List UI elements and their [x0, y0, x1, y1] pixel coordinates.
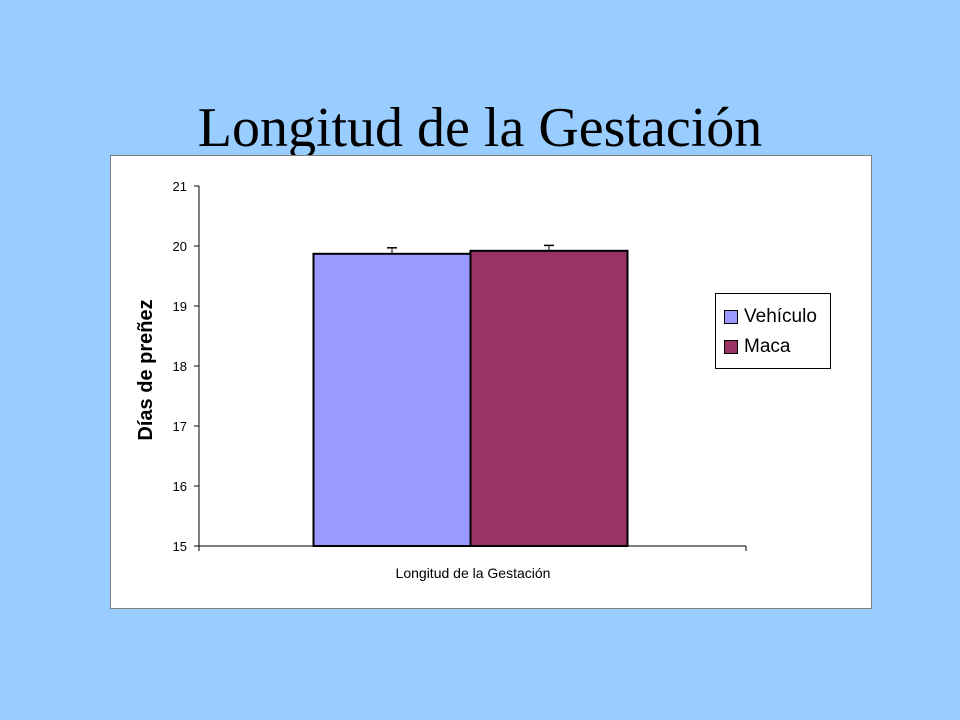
slide-title: Longitud de la Gestación	[197, 97, 763, 159]
y-tick-label: 16	[173, 479, 187, 494]
legend-swatch-maca	[724, 340, 738, 354]
legend-item-maca: Maca	[724, 334, 790, 360]
bar-chart: 15 16 17 18 19 20 21 Longitud de la Gestación Dí…	[135, 179, 747, 581]
y-tick-label: 15	[173, 539, 187, 554]
bar-vehculo	[312, 252, 472, 548]
x-axis-title: Longitud de la Gestación	[396, 565, 551, 581]
y-tick-label: 20	[173, 239, 187, 254]
y-tick-label: 17	[173, 419, 187, 434]
legend-label-maca: Maca	[744, 336, 791, 357]
legend: Vehículo Maca	[715, 293, 831, 369]
legend-swatch-vehiculo	[724, 310, 738, 324]
y-axis-title: Días de preñez	[135, 299, 157, 440]
legend-item-vehiculo: Vehículo	[724, 304, 817, 330]
legend-label-vehiculo: Vehículo	[744, 306, 817, 327]
chart-area: 15 16 17 18 19 20 21 Longitud de la Gestación Dí…	[110, 155, 872, 609]
y-tick-label: 18	[173, 359, 187, 374]
y-tick-label: 21	[173, 179, 187, 194]
bar-maca	[469, 249, 629, 548]
y-tick-label: 19	[173, 299, 187, 314]
